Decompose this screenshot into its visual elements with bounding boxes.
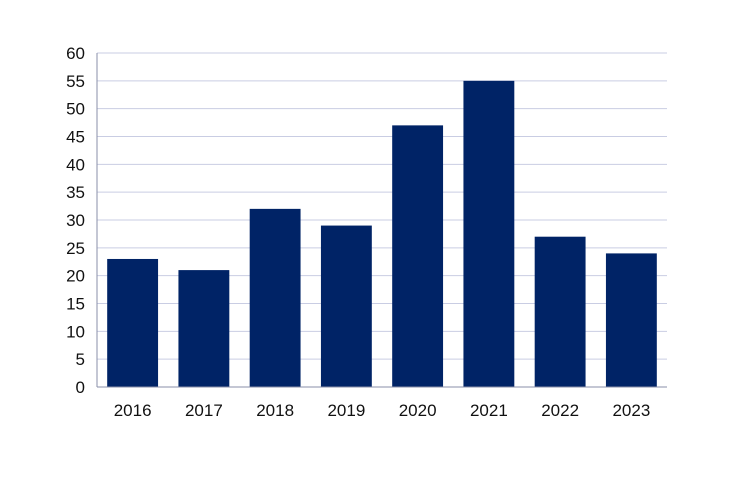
y-tick-label: 10 bbox=[66, 322, 85, 341]
y-tick-label: 55 bbox=[66, 72, 85, 91]
y-tick-label: 50 bbox=[66, 100, 85, 119]
y-tick-label: 45 bbox=[66, 128, 85, 147]
bar-2016 bbox=[107, 258, 159, 387]
x-tick-label: 2016 bbox=[114, 401, 152, 420]
bar-2020 bbox=[392, 125, 444, 387]
bars bbox=[107, 80, 657, 387]
y-tick-label: 5 bbox=[76, 350, 85, 369]
bar-2021 bbox=[463, 80, 515, 387]
x-tick-label: 2018 bbox=[256, 401, 294, 420]
x-tick-label: 2020 bbox=[399, 401, 437, 420]
y-tick-label: 0 bbox=[76, 378, 85, 397]
x-tick-label: 2021 bbox=[470, 401, 508, 420]
y-tick-label: 60 bbox=[66, 44, 85, 63]
bar-2019 bbox=[320, 225, 372, 387]
x-tick-label: 2019 bbox=[327, 401, 365, 420]
axes bbox=[96, 53, 667, 388]
y-tick-label: 25 bbox=[66, 239, 85, 258]
x-tick-label: 2023 bbox=[612, 401, 650, 420]
x-tick-label: 2017 bbox=[185, 401, 223, 420]
x-tick-label: 2022 bbox=[541, 401, 579, 420]
y-tick-label: 15 bbox=[66, 295, 85, 314]
bar-2018 bbox=[249, 208, 301, 387]
bar-2017 bbox=[178, 270, 230, 387]
y-tick-label: 30 bbox=[66, 211, 85, 230]
bar-2022 bbox=[534, 236, 586, 387]
y-tick-label: 35 bbox=[66, 183, 85, 202]
bar-2023 bbox=[605, 253, 657, 387]
y-tick-labels: 0 5 10 15 20 25 30 35 40 45 50 55 60 bbox=[66, 44, 85, 397]
y-tick-label: 40 bbox=[66, 155, 85, 174]
x-tick-labels: 2016 2017 2018 2019 2020 2021 2022 2023 bbox=[114, 401, 651, 420]
y-tick-label: 20 bbox=[66, 267, 85, 286]
